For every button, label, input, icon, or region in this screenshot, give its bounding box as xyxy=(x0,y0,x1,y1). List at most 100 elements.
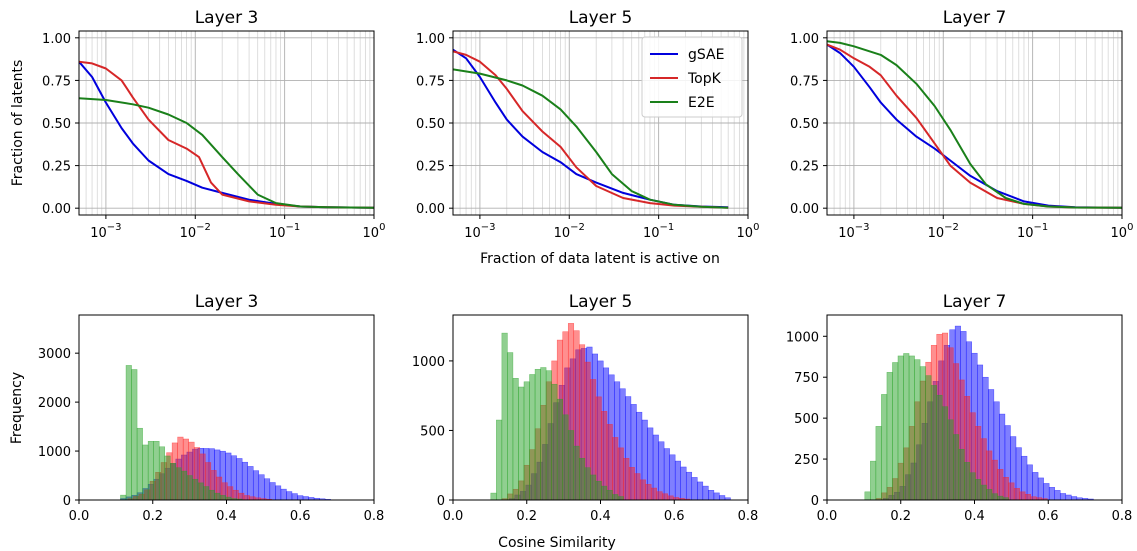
x-tick-label: 0.4 xyxy=(216,509,237,524)
hist-bar xyxy=(545,370,552,501)
y-tick-label: 0.75 xyxy=(790,74,819,89)
x-tick-label: 0.0 xyxy=(69,509,90,524)
y-tick-label: 0.50 xyxy=(42,117,71,132)
x-tick-label: 10−2 xyxy=(928,222,959,241)
hist-bar xyxy=(595,480,602,501)
x-tick-base: 10 xyxy=(464,226,481,241)
x-tick-base: 10 xyxy=(838,226,855,241)
hist-bar xyxy=(275,485,282,501)
hist-bar xyxy=(991,493,998,501)
hist-bar xyxy=(501,332,508,501)
hist-bar xyxy=(623,458,630,501)
x-tick-base: 10 xyxy=(90,226,107,241)
grid xyxy=(827,31,1122,215)
hist-bar xyxy=(1037,477,1044,501)
y-tick-label: 0 xyxy=(811,494,819,509)
y-tick-label: 0.50 xyxy=(790,117,819,132)
series-line-topk xyxy=(453,50,729,209)
hist-bar xyxy=(617,447,624,501)
hist-bar xyxy=(523,381,530,501)
hist-bar xyxy=(219,495,226,501)
y-tick-label: 0.75 xyxy=(42,74,71,89)
y-tick-label: 0 xyxy=(437,494,445,509)
hist-bar xyxy=(930,385,937,501)
hist-bar xyxy=(269,482,276,501)
hist-bar xyxy=(534,368,541,501)
y-tick-label: 0.75 xyxy=(416,74,445,89)
hist-bar xyxy=(719,495,726,501)
hist-bar xyxy=(286,491,293,501)
hist-bar xyxy=(691,477,698,501)
y-tick-label: 500 xyxy=(420,424,445,439)
legend-label: E2E xyxy=(688,95,715,111)
hist-bar xyxy=(529,374,536,501)
hist-series-e2e xyxy=(490,332,624,501)
hist-bar xyxy=(870,460,877,501)
x-tick-label: 0.4 xyxy=(590,509,611,524)
hist-bar xyxy=(601,485,608,501)
panel-title: Layer 3 xyxy=(195,8,259,28)
x-tick-exponent: −2 xyxy=(944,222,959,233)
hist-bar xyxy=(997,469,1004,501)
x-tick-base: 10 xyxy=(269,226,286,241)
hist-bar xyxy=(617,496,624,501)
x-tick-label: 0.2 xyxy=(890,509,911,524)
hist-bar xyxy=(936,394,943,501)
x-tick-label: 0.6 xyxy=(290,509,311,524)
series-line-e2e xyxy=(827,40,1122,209)
panel-title: Layer 7 xyxy=(943,8,1007,28)
y-tick-label: 1000 xyxy=(412,355,445,370)
y-tick-label: 750 xyxy=(794,371,819,386)
x-tick-exponent: −1 xyxy=(1034,222,1049,233)
hist-bar xyxy=(702,485,709,501)
hist-bar xyxy=(697,481,704,501)
hist-bar xyxy=(579,458,586,501)
x-tick-label: 0.8 xyxy=(364,509,385,524)
y-tick-label: 0.00 xyxy=(416,202,445,217)
y-tick-label: 0.00 xyxy=(790,202,819,217)
x-tick-label: 100 xyxy=(363,222,386,241)
x-tick-base: 10 xyxy=(1111,226,1128,241)
x-tick-label: 10−1 xyxy=(269,222,300,241)
hist-bar xyxy=(136,427,143,501)
hist-bar xyxy=(606,424,613,501)
hist-bar xyxy=(507,352,514,501)
hist-bar xyxy=(551,383,558,501)
hist-bar xyxy=(208,489,215,501)
hist-bar xyxy=(164,455,171,501)
hist-bar xyxy=(584,467,591,501)
hist-bar xyxy=(980,484,987,501)
hist-bar xyxy=(562,414,569,501)
hist-bar xyxy=(713,492,720,501)
y-tick-label: 0.50 xyxy=(416,117,445,132)
x-tick-base: 10 xyxy=(363,226,380,241)
x-tick-exponent: −1 xyxy=(660,222,675,233)
x-tick-exponent: −3 xyxy=(481,222,496,233)
hist-bar xyxy=(490,492,497,501)
x-tick-label: 0.8 xyxy=(738,509,759,524)
hist-bar xyxy=(247,466,254,501)
hist-bar xyxy=(864,491,871,501)
panel-title: Layer 5 xyxy=(569,8,633,28)
legend-label: gSAE xyxy=(688,47,724,63)
hist-bar xyxy=(1024,494,1031,501)
legend: gSAE TopK E2E xyxy=(641,36,743,118)
hist-bar xyxy=(903,353,910,501)
hist-bar xyxy=(914,359,921,501)
hist-bar xyxy=(925,375,932,501)
grid xyxy=(79,31,374,215)
x-tick-exponent: −2 xyxy=(570,222,585,233)
series-line-topk xyxy=(827,43,1122,209)
hist-bar xyxy=(302,496,309,501)
y-tick-label: 0.00 xyxy=(42,202,71,217)
hist-bar xyxy=(214,492,221,501)
hist-series-e2e xyxy=(120,365,243,501)
hist-bar xyxy=(1048,487,1055,501)
hist-bar xyxy=(556,398,563,501)
hist-bar xyxy=(1059,493,1067,501)
x-tick-exponent: 0 xyxy=(379,222,385,233)
panel-title: Layer 5 xyxy=(569,292,633,312)
y-tick-label: 0.25 xyxy=(42,160,71,175)
hist-bar xyxy=(590,474,597,501)
